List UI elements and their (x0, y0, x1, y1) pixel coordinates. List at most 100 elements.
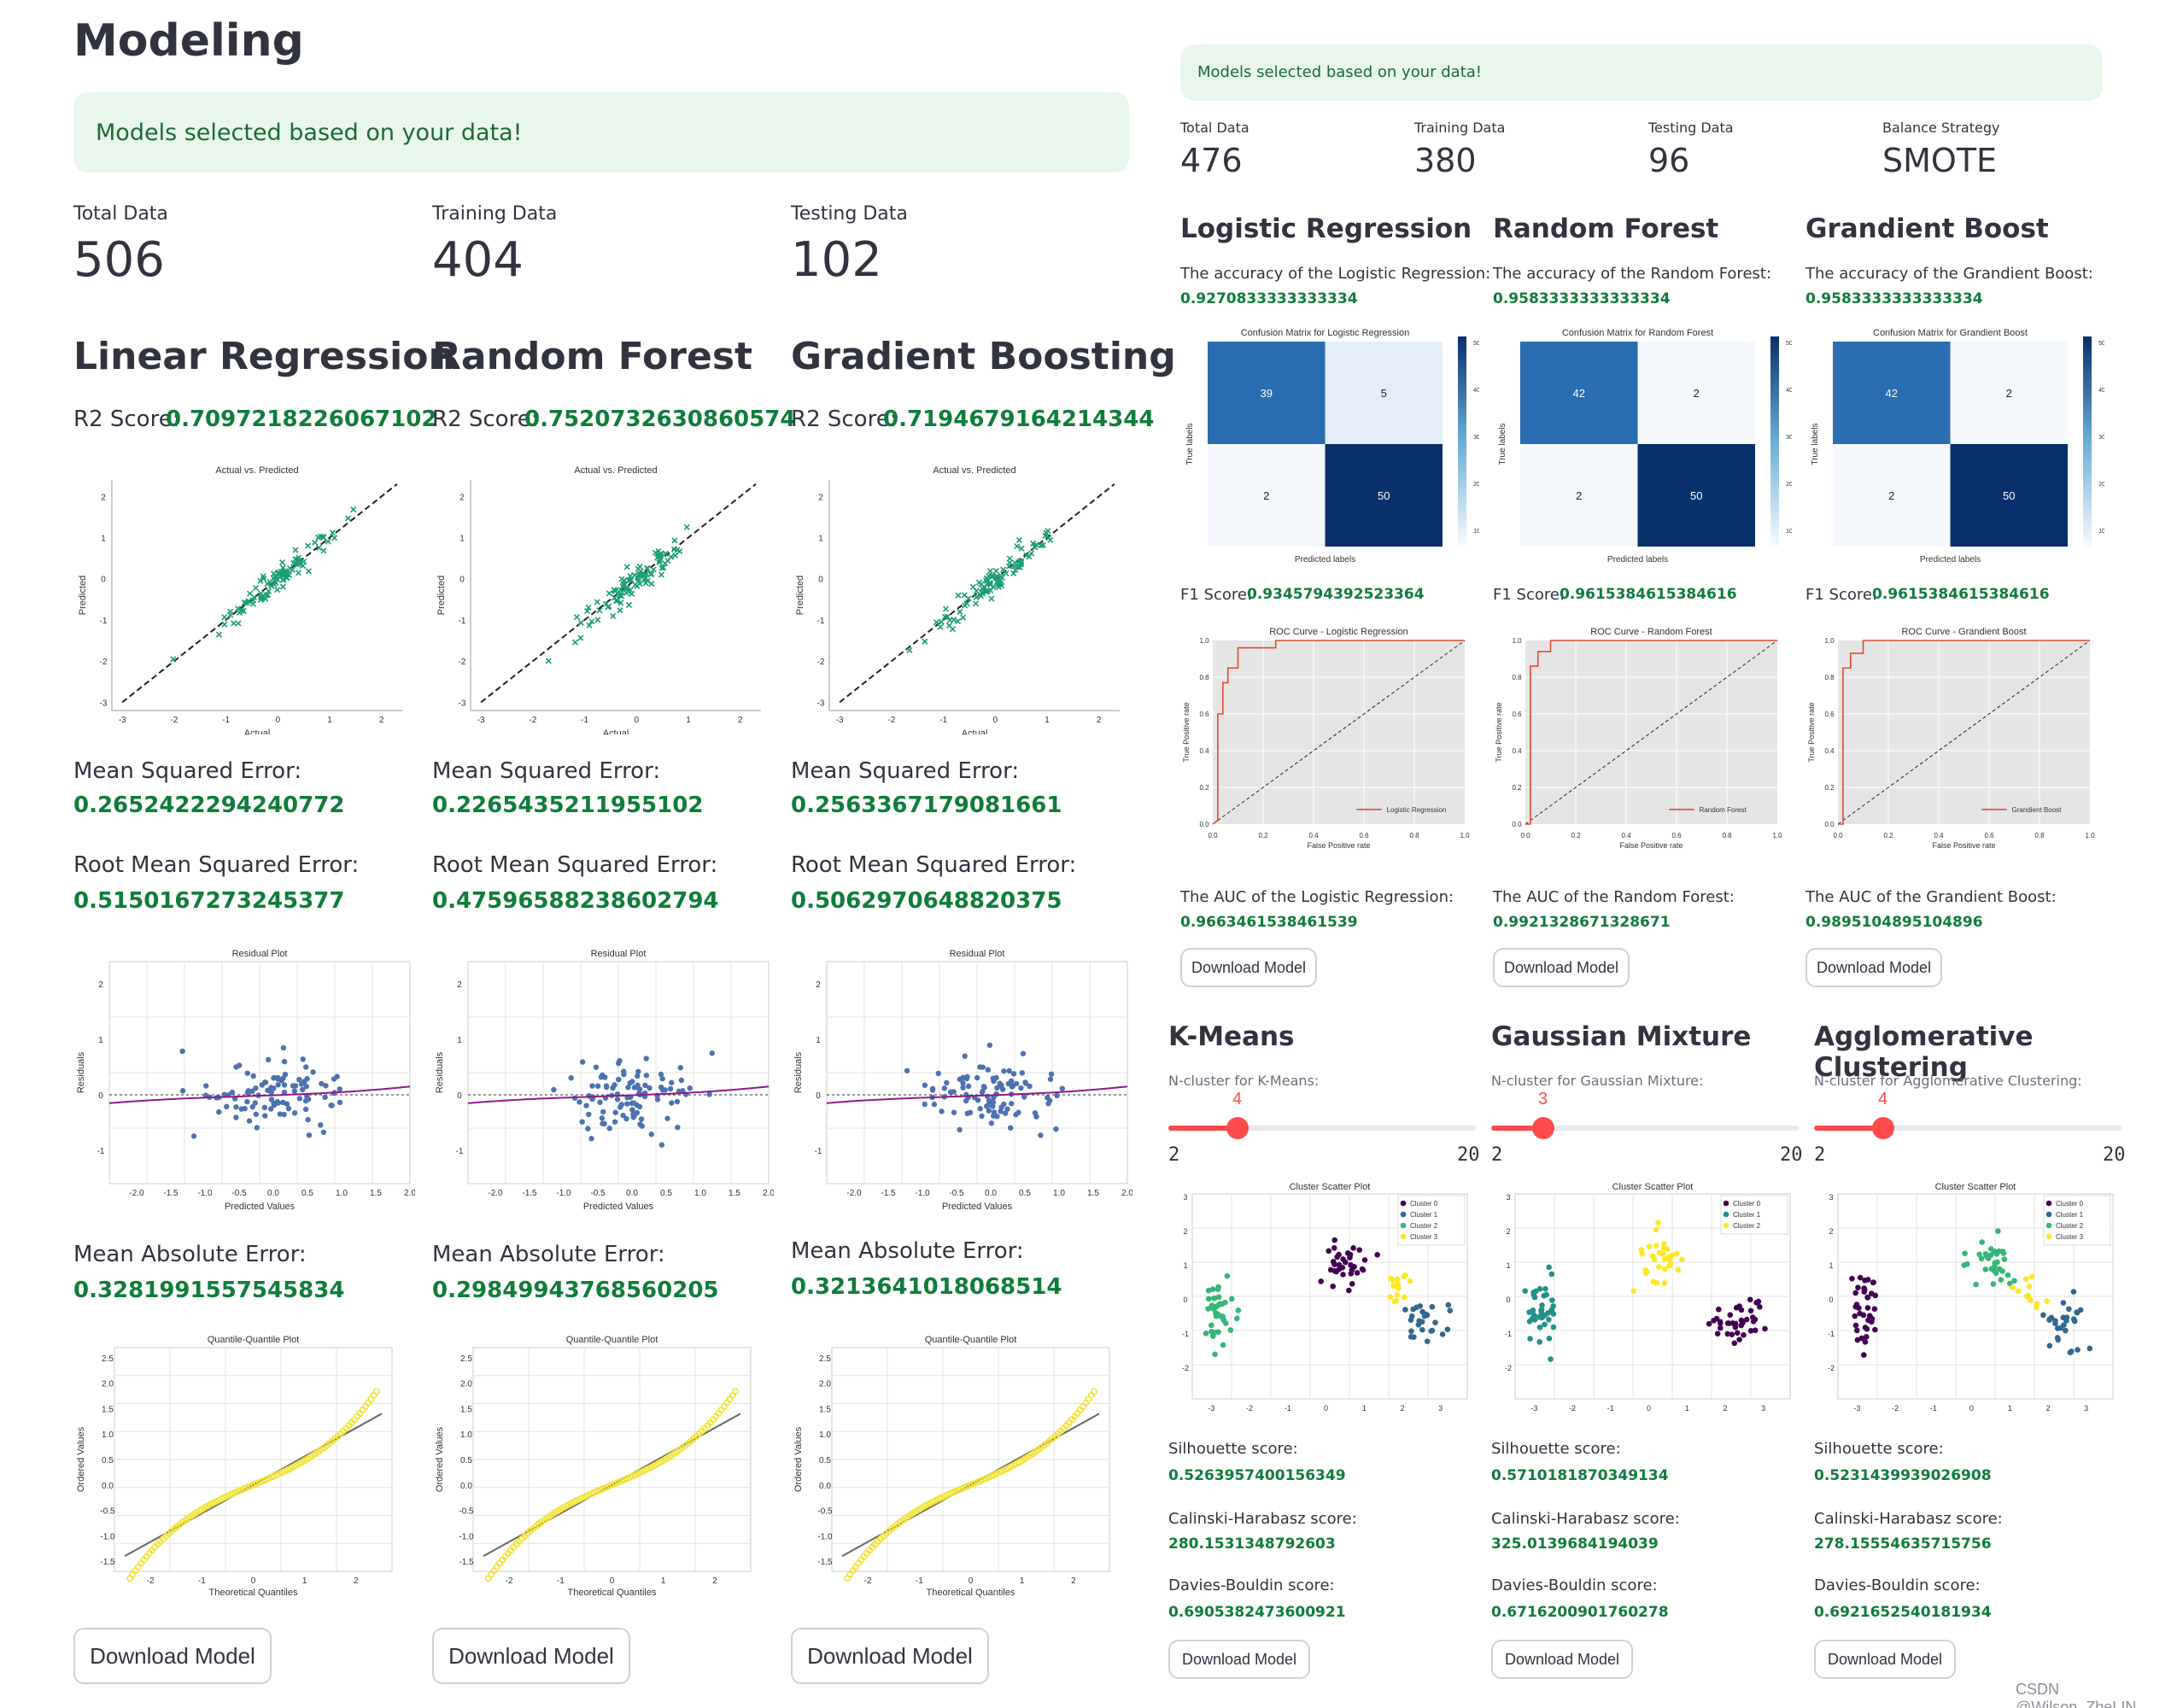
roc-curve-chart: ROC Curve - Logistic Regression 0.0 0.0 0.2… (1182, 627, 1470, 850)
x-tick-label: -1 (1930, 1404, 1937, 1413)
n-cluster-slider-track[interactable] (1168, 1126, 1476, 1131)
y-tick-label: 0.2 (1824, 784, 1835, 792)
data-point (963, 600, 970, 607)
x-tick-label: 0.2 (1883, 832, 1893, 839)
legend-label: Cluster 2 (1733, 1222, 1761, 1230)
download-model-button[interactable]: Download Model (791, 1628, 989, 1684)
x-tick-label: -2 (529, 716, 536, 725)
y-tick-label: 1 (101, 535, 106, 544)
data-point (229, 1089, 236, 1096)
download-model-button[interactable]: Download Model (432, 1628, 630, 1684)
colorbar-tick: 10 (1473, 529, 1479, 535)
n-cluster-slider-thumb[interactable] (1872, 1117, 1894, 1139)
data-point (583, 1103, 589, 1108)
data-point (1019, 1070, 1026, 1076)
davies-label: Davies-Bouldin score: (1168, 1576, 1335, 1594)
data-point (929, 1087, 936, 1093)
matrix-cell (1950, 342, 2068, 444)
data-point (329, 529, 337, 536)
roc-curve-chart: ROC Curve - Grandient Boost 0.0 0.0 0.2 0.2 0… (1807, 627, 2095, 850)
download-model-button[interactable]: Download Model (1806, 948, 1942, 987)
data-point (1326, 1248, 1331, 1255)
y-tick-label: 1.0 (102, 1430, 114, 1440)
data-point (984, 575, 991, 582)
data-point (642, 580, 649, 587)
x-tick-label: -3 (119, 716, 126, 725)
n-cluster-slider-thumb[interactable] (1532, 1117, 1554, 1139)
x-tick-label: -1 (581, 716, 588, 725)
accuracy-label: The accuracy of the Random Forest: (1493, 265, 1772, 283)
actual-vs-predicted-chart: Actual vs. Predicted Actual Predicted -3 -2 -… (436, 465, 761, 734)
download-model-button[interactable]: Download Model (73, 1628, 272, 1684)
n-cluster-slider-fill (1168, 1126, 1237, 1131)
n-cluster-slider-thumb[interactable] (1226, 1117, 1249, 1139)
data-point (603, 1083, 610, 1089)
metric-value: 404 (432, 232, 524, 288)
data-point (616, 592, 623, 599)
data-point (675, 1124, 681, 1131)
data-point (245, 598, 252, 605)
data-point (1209, 1286, 1216, 1292)
n-cluster-slider-track[interactable] (1814, 1126, 2122, 1131)
x-tick-label: 1.0 (1460, 832, 1470, 839)
data-point (993, 579, 1000, 586)
download-model-button[interactable]: Download Model (1491, 1640, 1633, 1679)
trend-line (467, 1085, 770, 1104)
x-tick-label: 1 (686, 716, 691, 725)
calinski-label: Calinski-Harabasz score: (1814, 1510, 2003, 1528)
data-point (1001, 1068, 1007, 1074)
data-point (986, 1042, 993, 1049)
calinski-label: Calinski-Harabasz score: (1491, 1510, 1680, 1528)
x-tick-label: 0.0 (1520, 832, 1530, 839)
x-tick-label: -0.5 (231, 1189, 247, 1198)
data-point (254, 1125, 260, 1131)
data-point (242, 600, 249, 606)
data-point (678, 1077, 685, 1084)
download-model-button[interactable]: Download Model (1814, 1640, 1956, 1679)
matrix-cell-value: 42 (1886, 387, 1898, 400)
data-point (1734, 1330, 1741, 1337)
data-point (1987, 1246, 1994, 1252)
data-point (1209, 1322, 1214, 1329)
data-point (315, 544, 323, 552)
data-point (1871, 1306, 1878, 1313)
y-tick-label: 1.0 (1512, 637, 1522, 645)
diagonal-line (839, 483, 1115, 704)
x-tick-label: -0.5 (949, 1189, 964, 1198)
data-point (1054, 1092, 1060, 1099)
data-point (268, 582, 275, 589)
legend-swatch (2045, 1233, 2052, 1240)
residual-plot-chart: Residual Plot Predicted Values Residuals -2… (793, 949, 1132, 1212)
data-point (998, 1108, 1004, 1114)
data-point (1396, 1285, 1402, 1291)
data-point (658, 1071, 664, 1078)
x-tick-label: 0.6 (1984, 832, 1994, 839)
data-point (1546, 1316, 1552, 1323)
silhouette-value: 0.5263957400156349 (1168, 1467, 1346, 1484)
data-point (305, 568, 312, 575)
x-tick-label: -1.5 (522, 1189, 537, 1198)
data-point (1220, 1342, 1226, 1348)
y-axis-label: True Positive rate (1182, 702, 1191, 762)
data-point (281, 1058, 288, 1065)
y-tick-label: 0 (1506, 1296, 1510, 1304)
data-point (203, 1083, 209, 1089)
data-point (2052, 1320, 2058, 1326)
data-point (992, 567, 999, 574)
download-model-button[interactable]: Download Model (1168, 1640, 1310, 1679)
data-point (2061, 1322, 2067, 1328)
x-tick-label: -1.5 (163, 1189, 179, 1198)
data-point (586, 622, 593, 629)
download-model-button[interactable]: Download Model (1493, 948, 1630, 987)
data-point (674, 1098, 681, 1105)
y-tick-label: 0.2 (1512, 784, 1522, 792)
n-cluster-slider-track[interactable] (1491, 1126, 1799, 1131)
data-point (2023, 1293, 2030, 1299)
data-point (1361, 1257, 1368, 1263)
data-point (1529, 1315, 1536, 1322)
y-tick-label: -1 (1182, 1330, 1189, 1338)
download-model-button[interactable]: Download Model (1180, 948, 1317, 987)
data-point (667, 1085, 674, 1092)
data-point (1045, 535, 1052, 541)
y-tick-label: 1.0 (460, 1430, 472, 1440)
